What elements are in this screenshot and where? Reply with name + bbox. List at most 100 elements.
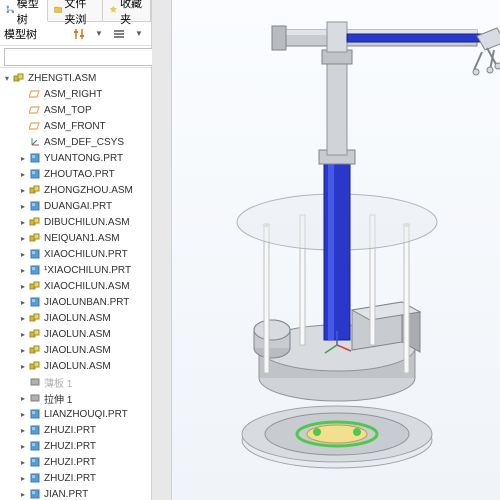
divider-band [152, 0, 172, 500]
tree-item-label: NEIQUAN1.ASM [44, 233, 120, 244]
expand-icon[interactable]: ▸ [18, 201, 28, 211]
tree-item[interactable]: ▸ ZHUZI.PRT [0, 454, 151, 470]
toolbar-settings-button[interactable] [111, 26, 127, 42]
asm-icon [29, 328, 41, 340]
tree-item[interactable]: ▸ JIAOLUN.ASM [0, 310, 151, 326]
part-icon [29, 200, 41, 212]
expand-icon[interactable]: ▸ [18, 313, 28, 323]
tree-item[interactable]: ASM_FRONT [0, 118, 151, 134]
tree-filter-input[interactable] [4, 48, 156, 66]
tree-item[interactable]: ▸ ZHONGZHOU.ASM [0, 182, 151, 198]
3d-viewport[interactable] [172, 0, 500, 500]
tree-item-label: ASM_FRONT [44, 121, 106, 132]
tree-item-label: 拉伸 1 [44, 391, 72, 406]
tree-item[interactable]: ▸ZHUZI.PRT [0, 422, 151, 438]
tree-item-label: JIAOLUN.ASM [44, 313, 111, 324]
3d-model-render [172, 0, 500, 500]
part-icon [29, 472, 41, 484]
tree-item[interactable]: ▸ XIAOCHILUN.ASM [0, 278, 151, 294]
tree-item-label: ASM_RIGHT [44, 89, 102, 100]
expand-icon[interactable]: ▸ [18, 441, 28, 451]
asm-icon [13, 72, 25, 84]
part-icon [29, 296, 41, 308]
tree-item-label: ZHUZI.PRT [44, 473, 96, 484]
expand-icon[interactable]: ▸ [18, 489, 28, 499]
tab-model-tree[interactable]: 模型树 [0, 0, 48, 22]
part-icon [29, 488, 41, 500]
asm-icon [29, 280, 41, 292]
expand-icon[interactable]: ▸ [18, 329, 28, 339]
expand-icon[interactable]: ▸ [18, 265, 28, 275]
tree-item[interactable]: 薄板 1 [0, 374, 151, 390]
tab-folder[interactable]: 文件夹浏 [48, 0, 104, 21]
tree-item[interactable]: ▸ JIAOLUN.ASM [0, 358, 151, 374]
collapse-icon[interactable]: ▾ [2, 73, 12, 83]
feature-icon [29, 376, 41, 388]
tree-item-label: JIAOLUNBAN.PRT [44, 297, 129, 308]
tree-item[interactable]: ▸ NEIQUAN1.ASM [0, 230, 151, 246]
expand-icon[interactable]: ▸ [18, 169, 28, 179]
tree-item[interactable]: ▸XIAOCHILUN.PRT [0, 246, 151, 262]
plane-icon [29, 104, 41, 116]
expand-icon[interactable]: ▸ [18, 297, 28, 307]
asm-icon [29, 184, 41, 196]
expand-icon[interactable]: ▸ [18, 457, 28, 467]
tab-favorites[interactable]: 收藏夹 [103, 0, 151, 21]
tree-item[interactable]: ▸ZHUZI.PRT [0, 438, 151, 454]
tree-item[interactable]: ASM_TOP [0, 102, 151, 118]
tree-item[interactable]: ASM_DEF_CSYS [0, 134, 151, 150]
model-tree[interactable]: ▾ ZHENGTI.ASM ASM_RIGHT ASM_TOP ASM_FRONT ASM… [0, 68, 151, 500]
expand-icon[interactable]: ▸ [18, 473, 28, 483]
part-icon [29, 168, 41, 180]
tree-item[interactable]: ▸ 拉伸 1 [0, 390, 151, 406]
plane-icon [29, 88, 41, 100]
toolbar-dropdown[interactable]: ▼ [91, 26, 107, 42]
tree-item[interactable]: ▸¹XIAOCHILUN.PRT [0, 262, 151, 278]
expand-icon[interactable]: ▸ [18, 361, 28, 371]
part-icon [29, 440, 41, 452]
asm-icon [29, 232, 41, 244]
tree-item-label: ZHENGTI.ASM [28, 73, 96, 84]
expand-icon[interactable]: ▸ [18, 425, 28, 435]
plane-icon [29, 120, 41, 132]
tree-item[interactable]: ▸YUANTONG.PRT [0, 150, 151, 166]
tree-item-label: ZHONGZHOU.ASM [44, 185, 133, 196]
tree-item[interactable]: ▸ DIBUCHILUN.ASM [0, 214, 151, 230]
tree-item[interactable]: ▸ JIAOLUN.ASM [0, 342, 151, 358]
tree-item-label: JIAOLUN.ASM [44, 345, 111, 356]
toolbar-dropdown2[interactable]: ▼ [131, 26, 147, 42]
feature-icon [29, 392, 41, 404]
expand-icon[interactable]: ▸ [18, 185, 28, 195]
expand-icon[interactable]: ▸ [18, 393, 28, 403]
expand-icon[interactable]: ▸ [18, 281, 28, 291]
star-icon [109, 5, 118, 17]
asm-icon [29, 216, 41, 228]
tree-item[interactable]: ▸ JIAOLUNBAN.PRT [0, 294, 151, 310]
model-tree-sidebar: 模型树 文件夹浏 收藏夹 模型树 ▼ ▼ ▾ ▾ ZHENGTI.ASM ASM_R… [0, 0, 152, 500]
part-icon [29, 264, 41, 276]
expand-icon[interactable]: ▸ [18, 233, 28, 243]
expand-icon[interactable]: ▸ [18, 217, 28, 227]
expand-icon[interactable]: ▸ [18, 409, 28, 419]
tree-item[interactable]: ▸ ZHOUTAO.PRT [0, 166, 151, 182]
tree-item-label: DIBUCHILUN.ASM [44, 217, 130, 228]
tree-item-label: XIAOCHILUN.ASM [44, 281, 130, 292]
expand-icon[interactable]: ▸ [18, 345, 28, 355]
tree-icon [6, 5, 15, 17]
folder-icon [54, 5, 63, 17]
tree-item-label: ZHOUTAO.PRT [44, 169, 115, 180]
tree-item[interactable]: ▸LIANZHOUQI.PRT [0, 406, 151, 422]
tree-item-label: JIAOLUN.ASM [44, 361, 111, 372]
tree-item-label: JIAN.PRT [44, 489, 88, 500]
expand-icon[interactable]: ▸ [18, 249, 28, 259]
tree-item[interactable]: ASM_RIGHT [0, 86, 151, 102]
tree-item[interactable]: ▸JIAOLUN.ASM [0, 326, 151, 342]
tree-item[interactable]: ▸ ZHUZI.PRT [0, 470, 151, 486]
tree-root[interactable]: ▾ ZHENGTI.ASM [0, 70, 151, 86]
expand-icon[interactable]: ▸ [18, 153, 28, 163]
tree-item[interactable]: ▸ JIAN.PRT [0, 486, 151, 500]
toolbar-title: 模型树 [4, 26, 37, 42]
tree-item[interactable]: ▸DUANGAI.PRT [0, 198, 151, 214]
tree-item-label: ZHUZI.PRT [44, 457, 96, 468]
toolbar-filter-button[interactable] [71, 26, 87, 42]
